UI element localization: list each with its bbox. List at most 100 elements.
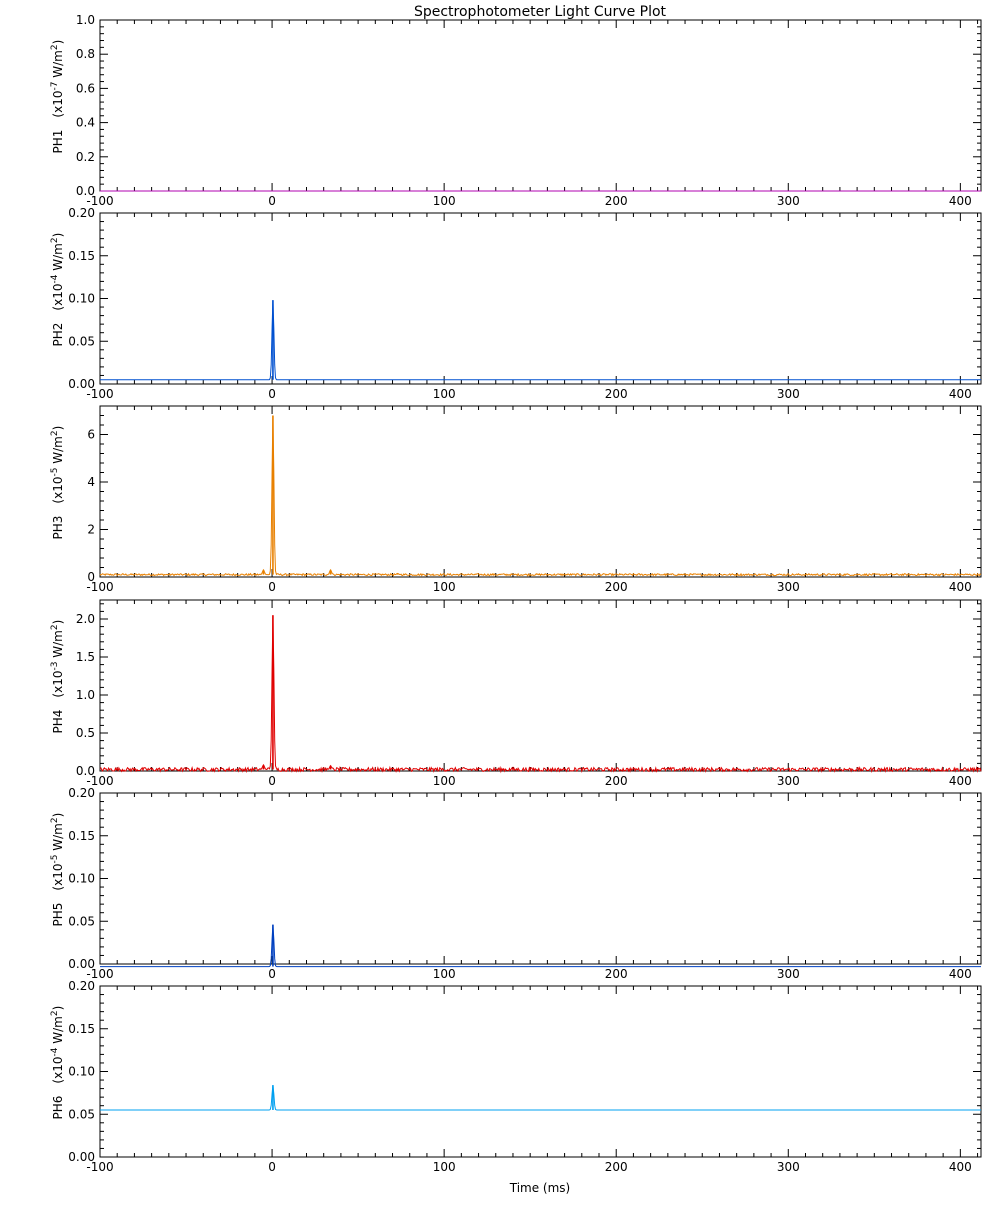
y-axis-unit-suffix: W/m	[51, 436, 65, 467]
x-tick-label: 200	[605, 1160, 628, 1174]
y-tick-label: 0.20	[68, 979, 95, 993]
panel-frame	[99, 599, 982, 772]
y-axis-unit-exponent: -4	[50, 1047, 60, 1056]
y-axis-unit-exponent: -5	[50, 468, 60, 477]
y-axis-channel: PH2	[51, 323, 65, 347]
y-tick-label: 0.10	[68, 872, 95, 886]
series-line-ph6	[100, 1085, 981, 1111]
y-axis-channel: PH1	[51, 130, 65, 154]
y-axis-label: PH4 (x10-3 W/m2)	[50, 620, 65, 734]
panel-ph5: -100 0 100 200 300 4000.000.050.100.150.20PH5…	[50, 786, 982, 981]
y-axis-unit-square: 2	[50, 44, 60, 50]
panel-frame	[99, 19, 982, 192]
y-tick-label: 0.6	[76, 81, 95, 95]
x-tick-label: 400	[949, 967, 972, 981]
y-tick-label: 0.15	[68, 1022, 95, 1036]
y-axis-unit-close: )	[51, 426, 65, 431]
x-tick-label: 300	[777, 194, 800, 208]
x-tick-label: 300	[777, 580, 800, 594]
x-tick-label: 100	[433, 580, 456, 594]
y-tick-label: 1.5	[76, 650, 95, 664]
y-axis-unit-square: 2	[50, 237, 60, 243]
panel-frame	[99, 405, 982, 578]
y-axis-unit-close: )	[51, 813, 65, 818]
y-axis-unit-suffix: W/m	[51, 630, 65, 661]
panel-ph2: -100 0 100 200 300 4000.000.050.100.150.20PH2…	[50, 206, 982, 401]
x-tick-label: 400	[949, 1160, 972, 1174]
y-tick-label: 0.00	[68, 1150, 95, 1164]
x-tick-label: 100	[433, 194, 456, 208]
panel-ph1: -100 0 100 200 300 400 0.0 0.2 0.4 0.6 0.8 1.0 PH1 (x…	[50, 13, 982, 208]
y-tick-label: 0.00	[68, 957, 95, 971]
y-tick-label: 0.05	[68, 1107, 95, 1121]
y-axis-unit: (x10	[51, 477, 65, 504]
y-axis-unit-suffix: W/m	[51, 50, 65, 81]
y-axis-label: PH5 (x10-5 W/m2)	[50, 813, 65, 927]
x-tick-label: 300	[777, 967, 800, 981]
panel-ph4: -100 0 100 200 300 400 0.0 0.5 1.0 1.5 2.0 PH4 (x10-…	[50, 599, 982, 788]
y-tick-label: 0.0	[76, 184, 95, 198]
y-tick-label: 6	[87, 428, 95, 442]
x-tick-label: 400	[949, 387, 972, 401]
y-axis-channel: PH4	[51, 710, 65, 734]
y-tick-label: 0.10	[68, 1065, 95, 1079]
x-tick-label: -100	[86, 387, 113, 401]
y-axis-unit: (x10	[51, 671, 65, 698]
y-axis-unit: (x10	[51, 1057, 65, 1084]
x-tick-label: -100	[86, 194, 113, 208]
y-tick-label: 0.2	[76, 150, 95, 164]
x-tick-label: 100	[433, 1160, 456, 1174]
x-tick-label: 400	[949, 580, 972, 594]
x-tick-label: 200	[605, 774, 628, 788]
x-tick-label: 200	[605, 387, 628, 401]
x-tick-label: 0	[268, 387, 276, 401]
y-axis-unit-close: )	[51, 233, 65, 238]
y-axis-label: PH1 (x10-7 W/m2)	[50, 40, 65, 154]
panel-frame	[99, 792, 982, 965]
y-tick-label: 0.00	[68, 377, 95, 391]
y-axis-unit-exponent: -7	[50, 82, 60, 91]
y-tick-label: 0.15	[68, 829, 95, 843]
y-axis-unit-close: )	[51, 1006, 65, 1011]
y-tick-label: 0.8	[76, 47, 95, 61]
y-axis-unit-square: 2	[50, 430, 60, 436]
x-tick-label: 300	[777, 387, 800, 401]
x-tick-label: 0	[268, 580, 276, 594]
x-tick-label: 100	[433, 387, 456, 401]
series-line-ph3	[99, 415, 982, 577]
x-tick-label: 200	[605, 580, 628, 594]
y-tick-label: 1.0	[76, 688, 95, 702]
y-axis-unit: (x10	[51, 91, 65, 118]
y-axis-channel: PH6	[51, 1096, 65, 1120]
y-tick-label: 0.15	[68, 249, 95, 263]
x-tick-label: 200	[605, 967, 628, 981]
y-axis-unit: (x10	[51, 864, 65, 891]
y-tick-label: 0.20	[68, 206, 95, 220]
x-tick-label: 300	[777, 1160, 800, 1174]
y-axis-channel: PH3	[51, 516, 65, 540]
y-axis-unit-suffix: W/m	[51, 1016, 65, 1047]
x-tick-label: -100	[86, 774, 113, 788]
y-axis-label: PH3 (x10-5 W/m2)	[50, 426, 65, 540]
y-axis-unit-square: 2	[50, 624, 60, 630]
y-axis-unit-suffix: W/m	[51, 823, 65, 854]
series-line-ph2	[100, 300, 981, 381]
x-axis-label: Time (ms)	[509, 1181, 571, 1195]
y-axis-unit-square: 2	[50, 1010, 60, 1016]
x-tick-label: -100	[86, 580, 113, 594]
x-tick-label: 0	[268, 774, 276, 788]
y-tick-label: 0.5	[76, 726, 95, 740]
x-tick-label: 0	[268, 1160, 276, 1174]
y-axis-label: PH2 (x10-4 W/m2)	[50, 233, 65, 347]
chart-title: Spectrophotometer Light Curve Plot	[414, 4, 667, 20]
x-tick-label: 100	[433, 967, 456, 981]
y-tick-label: 0.05	[68, 914, 95, 928]
y-tick-label: 0	[87, 570, 95, 584]
panels-layer: -100 0 100 200 300 4000.00.20.40.60.81.0PH1(x…	[50, 13, 982, 1174]
panel-ph6: -100 0 100 200 300 400 0.00 0.05 0.10 0.15 0.20 PH6…	[50, 979, 982, 1174]
y-axis-unit-square: 2	[50, 817, 60, 823]
x-tick-label: -100	[86, 1160, 113, 1174]
